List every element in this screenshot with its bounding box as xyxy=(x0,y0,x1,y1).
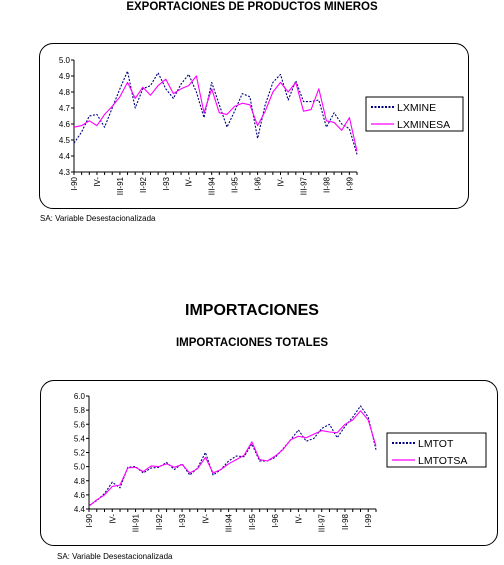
legend-box xyxy=(365,96,464,132)
legend-label-lxminesa: LXMINESA xyxy=(397,119,450,131)
legend-label-lmtotsa: LMTOTSA xyxy=(418,455,467,467)
y-tick-label: 4.4 xyxy=(74,505,86,514)
y-tick-label: 6.0 xyxy=(74,392,86,401)
x-tick-label: IV- xyxy=(185,177,194,187)
x-tick-label: I-90 xyxy=(70,176,79,190)
y-tick-label: 4.3 xyxy=(59,168,71,177)
y-tick-label: 4.5 xyxy=(59,136,71,145)
x-tick-label: IV- xyxy=(201,514,210,524)
x-tick-label: I-93 xyxy=(162,176,171,190)
x-tick-label: II-92 xyxy=(155,513,164,530)
series-line-lmtot xyxy=(88,405,377,506)
x-tick-label: II-95 xyxy=(231,176,240,193)
legend-label-lmtot: LMTOT xyxy=(418,438,454,450)
x-tick-label: I-96 xyxy=(254,176,263,190)
y-tick-label: 4.6 xyxy=(74,491,86,500)
chart-title-top: EXPORTACIONES DE PRODUCTOS MINEROS xyxy=(126,1,378,13)
x-tick-label: III-94 xyxy=(208,176,217,195)
y-tick-label: 4.4 xyxy=(59,152,71,161)
x-tick-label: I-93 xyxy=(178,513,187,527)
y-tick-label: 5.2 xyxy=(74,449,86,458)
section-heading: IMPORTACIONES xyxy=(185,302,319,319)
x-tick-label: III-97 xyxy=(299,176,308,195)
x-tick-label: III-91 xyxy=(116,176,125,195)
series-line-lxminesa xyxy=(73,75,358,152)
x-tick-label: IV- xyxy=(277,177,286,187)
y-tick-label: 5.8 xyxy=(74,406,86,415)
x-tick-label: II-92 xyxy=(139,176,148,193)
x-tick-label: I-96 xyxy=(271,513,280,527)
x-tick-label: II-98 xyxy=(341,513,350,530)
legend-box xyxy=(386,432,487,468)
x-tick-label: IV- xyxy=(108,514,117,524)
x-tick-label: I-90 xyxy=(85,513,94,527)
x-tick-label: II-98 xyxy=(322,176,331,193)
x-tick-label: III-97 xyxy=(318,513,327,532)
x-tick-label: II-95 xyxy=(248,513,257,530)
y-tick-label: 5.4 xyxy=(74,434,86,443)
x-tick-label: I-99 xyxy=(364,513,373,527)
chart-title-bottom: IMPORTACIONES TOTALES xyxy=(175,337,329,349)
y-tick-label: 4.6 xyxy=(59,120,71,129)
x-tick-label: IV- xyxy=(93,177,102,187)
y-tick-label: 5.0 xyxy=(74,463,86,472)
y-tick-label: 5.0 xyxy=(59,56,71,65)
x-tick-label: III-94 xyxy=(225,513,234,532)
y-tick-label: 5.6 xyxy=(74,420,86,429)
x-tick-label: I-99 xyxy=(345,176,354,190)
y-tick-label: 4.8 xyxy=(74,477,86,486)
note-top: SA: Variable Desestacionalizada xyxy=(40,214,156,223)
legend-label-lxmine: LXMINE xyxy=(397,102,436,114)
y-tick-label: 4.8 xyxy=(59,88,71,97)
y-tick-label: 4.7 xyxy=(59,104,71,113)
x-tick-label: III-91 xyxy=(132,513,141,532)
note-bottom: SA: Variable Desestacionalizada xyxy=(57,552,173,561)
y-tick-label: 4.9 xyxy=(59,72,71,81)
x-tick-label: IV- xyxy=(294,514,303,524)
series-line-lmtotsa xyxy=(88,410,377,507)
series-line-lxmine xyxy=(73,70,358,155)
